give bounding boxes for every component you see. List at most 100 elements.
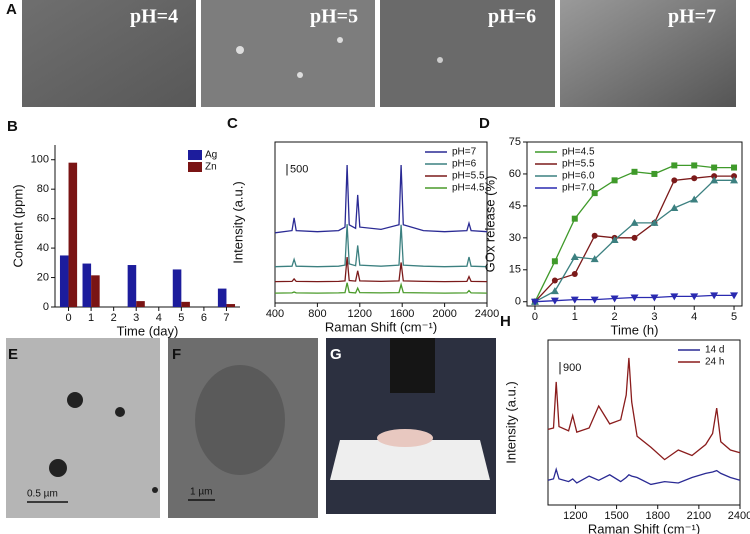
legend-label: pH=7.0 — [562, 183, 595, 194]
marker — [690, 293, 699, 301]
y-tick-label: 40 — [37, 242, 49, 254]
micrograph — [560, 0, 736, 107]
panel-e: E 0.5 µm — [6, 338, 160, 518]
plot-frame — [274, 141, 488, 304]
x-tick-label: 400 — [266, 308, 284, 320]
x-axis-label: Raman Shift (cm⁻¹) — [588, 521, 700, 534]
marker — [691, 175, 698, 182]
x-axis-label: Raman Shift (cm⁻¹) — [325, 319, 437, 334]
marker — [570, 296, 579, 304]
marker — [671, 177, 678, 184]
marker — [731, 173, 738, 180]
marker — [550, 287, 559, 295]
panel-letter: B — [7, 118, 18, 135]
x-tick-label: 4 — [156, 312, 162, 324]
x-tick-label: 4 — [691, 311, 697, 323]
marker — [571, 215, 578, 222]
y-tick-label: 80 — [37, 183, 49, 195]
marker — [610, 235, 619, 243]
plot-frame — [547, 339, 741, 506]
y-axis-label: Intensity (a.u.) — [230, 181, 245, 263]
marker — [650, 294, 659, 302]
legend-swatch — [188, 150, 202, 160]
particle — [297, 72, 303, 78]
x-tick-label: 1800 — [645, 510, 669, 522]
series-line — [547, 357, 741, 461]
legend-label: pH=5.5 — [562, 159, 595, 170]
y-tick-label: 75 — [509, 136, 521, 148]
bar — [91, 275, 100, 307]
y-tick-label: 0 — [43, 301, 49, 313]
panel-letter: A — [6, 1, 17, 18]
x-tick-label: 0 — [65, 312, 71, 324]
particle — [337, 37, 343, 43]
marker — [691, 162, 698, 169]
x-tick-label: 2400 — [475, 308, 499, 320]
panel-letter: F — [172, 346, 181, 363]
marker — [570, 253, 579, 261]
x-tick-label: 2 — [111, 312, 117, 324]
x-tick-label: 1600 — [390, 308, 414, 320]
legend-label: 24 h — [705, 357, 724, 368]
x-tick-label: 1 — [88, 312, 94, 324]
marker — [630, 294, 639, 302]
particle — [437, 57, 443, 63]
x-tick-label: 3 — [651, 311, 657, 323]
y-tick-label: 20 — [37, 271, 49, 283]
legend-swatch — [188, 162, 202, 172]
marker — [591, 232, 598, 239]
marker — [690, 195, 699, 203]
particle — [67, 392, 83, 408]
x-tick-label: 7 — [223, 312, 229, 324]
series-line — [274, 282, 488, 294]
mouse — [377, 429, 433, 447]
marker — [731, 164, 738, 171]
legend-label: Ag — [205, 150, 217, 161]
x-tick-label: 2400 — [728, 510, 750, 522]
marker — [711, 173, 718, 180]
marker — [591, 190, 598, 197]
cell — [195, 365, 285, 475]
particle — [49, 459, 67, 477]
ph-label: pH=4 — [130, 6, 178, 28]
x-tick-label: 1200 — [348, 308, 372, 320]
marker — [670, 204, 679, 212]
x-tick-label: 1200 — [563, 510, 587, 522]
marker — [711, 164, 718, 171]
x-tick-label: 1 — [572, 311, 578, 323]
series-line — [274, 164, 488, 234]
marker — [651, 170, 658, 177]
y-tick-label: 45 — [509, 200, 521, 212]
marker — [730, 176, 739, 184]
micrograph — [201, 0, 375, 107]
marker — [670, 293, 679, 301]
bar — [217, 288, 227, 307]
x-tick-label: 2100 — [687, 510, 711, 522]
marker — [630, 218, 639, 226]
panel-g: G — [326, 338, 496, 514]
marker — [590, 255, 599, 263]
bar — [59, 255, 69, 307]
scale-label: 1 µm — [190, 487, 212, 498]
marker — [590, 296, 599, 304]
marker — [650, 218, 659, 226]
marker — [550, 297, 559, 305]
panel-letter: E — [8, 346, 18, 363]
particle — [152, 487, 158, 493]
chart: H 1200 1500 1800 2100 2400 Raman Shift (cm⁻¹) I… — [500, 313, 750, 534]
x-axis-label: Time (h) — [611, 322, 659, 337]
micrograph — [22, 0, 196, 107]
x-tick-label: 2000 — [432, 308, 456, 320]
marker — [571, 271, 578, 278]
marker — [530, 298, 539, 306]
ph-label: pH=6 — [488, 6, 536, 28]
y-tick-label: 100 — [31, 154, 49, 166]
marker — [710, 176, 719, 184]
bar — [172, 269, 182, 307]
y-axis-label: Intensity (a.u.) — [503, 381, 518, 463]
bar — [68, 162, 78, 307]
scale-bar-label: 900 — [563, 362, 581, 374]
x-tick-label: 800 — [308, 308, 326, 320]
